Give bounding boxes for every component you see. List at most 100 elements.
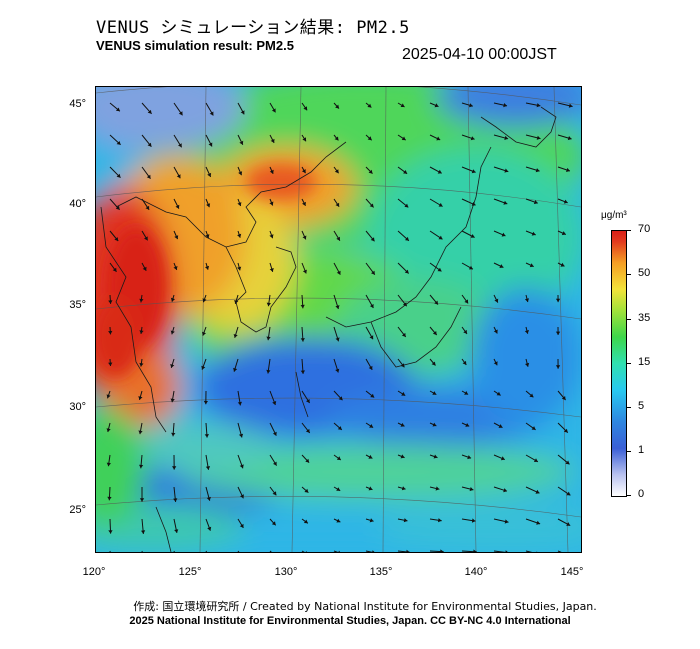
wind-arrow-head-icon xyxy=(138,396,143,400)
wind-arrow-head-icon xyxy=(531,426,536,430)
wind-arrow-head-icon xyxy=(206,496,211,501)
wind-arrow-head-icon xyxy=(437,169,442,174)
coastlines xyxy=(100,106,557,552)
wind-arrow-head-icon xyxy=(171,432,176,437)
wind-arrow-head-icon xyxy=(145,205,150,210)
wind-arrow-head-icon xyxy=(336,487,341,491)
wind-arrow-head-icon xyxy=(238,433,244,438)
wind-arrow-head-icon xyxy=(238,171,243,176)
wind-arrow-head-icon xyxy=(207,526,212,531)
wind-arrow-head-icon xyxy=(566,522,571,526)
wind-arrow-head-icon xyxy=(147,109,152,114)
wind-arrow-head-icon xyxy=(108,362,113,366)
map-svg xyxy=(96,87,581,552)
wind-arrow-head-icon xyxy=(273,461,277,466)
wind-arrow-head-icon xyxy=(504,168,509,173)
wind-arrow-head-icon xyxy=(300,338,305,342)
wind-arrow-head-icon xyxy=(524,330,529,334)
wind-arrow-head-icon xyxy=(173,266,178,270)
wind-arrow-head-icon xyxy=(272,491,277,496)
wind-arrow-head-icon xyxy=(400,103,405,107)
wind-arrow-head-icon xyxy=(302,235,307,240)
copyright-line: 2025 National Institute for Environmenta… xyxy=(129,615,571,627)
wind-arrow-head-icon xyxy=(567,136,572,141)
wind-arrow-head-icon xyxy=(170,297,175,302)
wind-arrow-head-icon xyxy=(371,270,375,275)
wind-arrow-head-icon xyxy=(304,488,309,493)
colorbar-label-0: 0 xyxy=(638,488,645,500)
wind-arrow-head-icon xyxy=(400,363,405,368)
wind-arrow-head-icon xyxy=(494,298,499,303)
wind-arrow-head-icon xyxy=(201,365,206,370)
wind-arrow-head-icon xyxy=(368,486,373,491)
wind-arrow-head-icon xyxy=(368,454,373,459)
wind-arrow-head-icon xyxy=(266,302,271,307)
longitude-label-145: 145° xyxy=(560,566,584,578)
wind-arrow-head-icon xyxy=(303,519,308,524)
wind-arrow-head-icon xyxy=(401,332,406,337)
wind-arrow-head-icon xyxy=(112,267,117,272)
wind-arrow-head-icon xyxy=(536,103,541,108)
wind-arrow-head-icon xyxy=(536,135,541,140)
wind-arrow-head-icon xyxy=(531,231,536,236)
wind-arrow-head-icon xyxy=(464,391,469,395)
wind-arrow-head-icon xyxy=(205,466,211,470)
wind-arrow-head-icon xyxy=(404,269,409,274)
wind-arrow-head-icon xyxy=(139,298,144,303)
wind-arrow-shaft xyxy=(557,550,562,552)
longitude-label-120: 120° xyxy=(82,566,106,578)
concentration-hotspots xyxy=(96,164,316,377)
wind-arrow-head-icon xyxy=(503,103,507,108)
wind-arrow-head-icon xyxy=(142,266,147,271)
wind-arrow-head-icon xyxy=(503,200,508,205)
wind-arrow-head-icon xyxy=(505,550,508,552)
wind-arrow-head-icon xyxy=(561,231,566,236)
wind-arrow-head-icon xyxy=(303,106,308,111)
colorbar-label-5: 5 xyxy=(638,400,645,412)
wind-arrow-head-icon xyxy=(175,204,180,209)
wind-arrow-head-icon xyxy=(336,236,340,241)
wind-arrow-head-icon xyxy=(335,368,340,373)
wind-arrow-head-icon xyxy=(114,237,119,241)
colorbar xyxy=(611,230,627,497)
wind-arrow-head-icon xyxy=(174,235,179,240)
wind-arrow-head-icon xyxy=(471,169,476,174)
title-english: VENUS simulation result: PM2.5 xyxy=(96,38,294,53)
wind-arrow-shaft xyxy=(365,550,374,552)
wind-arrow-head-icon xyxy=(239,523,244,528)
wind-arrow-head-icon xyxy=(334,136,339,141)
wind-arrow-head-icon xyxy=(368,169,373,174)
wind-arrow-head-icon xyxy=(432,391,437,395)
wind-arrow-head-icon xyxy=(568,103,573,108)
wind-arrow-head-icon xyxy=(470,136,475,141)
wind-arrow-head-icon xyxy=(368,365,373,370)
wind-arrow-head-icon xyxy=(367,103,372,108)
colorbar-tick xyxy=(626,407,631,408)
wind-arrow-head-icon xyxy=(437,267,442,272)
wind-arrow-head-icon xyxy=(470,234,475,238)
wind-arrow-head-icon xyxy=(270,138,275,143)
wind-arrow-head-icon xyxy=(369,304,374,308)
wind-arrow-head-icon xyxy=(338,550,341,552)
wind-arrow-head-icon xyxy=(269,201,274,206)
wind-arrow-head-icon xyxy=(335,305,340,309)
wind-arrow-head-icon xyxy=(205,234,210,238)
wind-arrow-head-icon xyxy=(402,302,407,307)
wind-arrow-head-icon xyxy=(464,299,469,304)
wind-arrow-head-icon xyxy=(434,103,439,108)
wind-arrow-head-icon xyxy=(108,300,113,304)
wind-arrow-head-icon xyxy=(204,434,209,438)
wind-arrow-head-icon xyxy=(335,104,339,109)
wind-arrow-head-icon xyxy=(471,518,476,523)
wind-arrow-head-icon xyxy=(535,168,540,173)
wind-arrow-head-icon xyxy=(170,398,175,403)
wind-arrow-head-icon xyxy=(272,431,277,436)
wind-arrow-head-icon xyxy=(533,458,538,462)
wind-arrow-head-icon xyxy=(469,103,473,108)
wind-arrow-head-icon xyxy=(202,298,207,303)
wind-arrow-head-icon xyxy=(240,494,244,499)
wind-arrow-head-icon xyxy=(496,391,501,396)
wind-arrow-head-icon xyxy=(173,498,178,502)
wind-arrow-head-icon xyxy=(139,362,144,367)
wind-arrow-head-icon xyxy=(468,265,473,270)
